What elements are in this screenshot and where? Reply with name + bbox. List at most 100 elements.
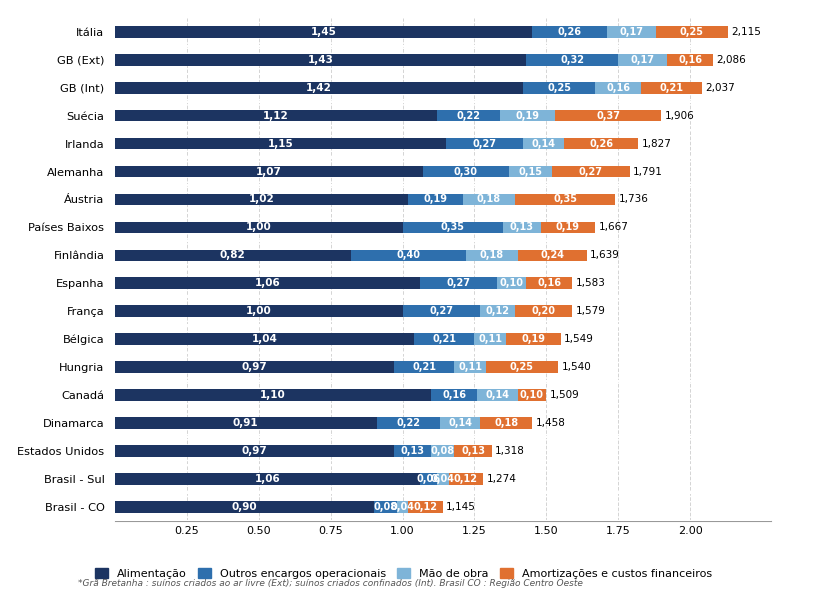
Bar	[526, 54, 618, 66]
Bar	[517, 249, 586, 261]
Text: 0,04: 0,04	[430, 474, 455, 484]
Bar	[351, 249, 465, 261]
Text: 0,19: 0,19	[521, 334, 545, 345]
Text: 1,10: 1,10	[260, 390, 286, 400]
Bar	[115, 417, 376, 429]
Bar	[439, 417, 480, 429]
Text: 0,19: 0,19	[555, 223, 579, 233]
Bar	[503, 221, 540, 233]
Text: 0,12: 0,12	[485, 306, 509, 316]
Text: 0,08: 0,08	[373, 502, 397, 512]
Text: 0,25: 0,25	[679, 27, 703, 37]
Text: 0,25: 0,25	[509, 362, 533, 372]
Text: 1,274: 1,274	[486, 474, 516, 484]
Bar	[115, 445, 393, 457]
Text: 0,14: 0,14	[447, 418, 472, 428]
Bar	[414, 333, 474, 345]
Bar	[115, 278, 419, 289]
Text: 0,21: 0,21	[432, 334, 455, 345]
Text: 1,906: 1,906	[664, 111, 694, 121]
Bar	[509, 166, 551, 178]
Text: 0,10: 0,10	[500, 278, 523, 288]
Bar	[115, 473, 419, 485]
Bar	[465, 249, 517, 261]
Text: 2,037: 2,037	[704, 83, 734, 93]
Text: 0,08: 0,08	[430, 446, 455, 456]
Text: 0,17: 0,17	[630, 54, 654, 65]
Text: 1,00: 1,00	[246, 306, 271, 316]
Text: 1,00: 1,00	[246, 223, 271, 233]
Text: 1,579: 1,579	[575, 306, 605, 316]
Text: 1,639: 1,639	[590, 250, 619, 260]
Text: 1,15: 1,15	[267, 139, 292, 149]
Bar	[115, 221, 402, 233]
Text: 0,26: 0,26	[557, 27, 581, 37]
Text: 0,19: 0,19	[515, 111, 539, 121]
Bar	[115, 166, 422, 178]
Bar	[422, 166, 509, 178]
Text: 0,12: 0,12	[453, 474, 477, 484]
Bar	[618, 54, 667, 66]
Text: 0,16: 0,16	[441, 390, 466, 400]
Text: 0,40: 0,40	[396, 250, 420, 260]
Text: 1,06: 1,06	[254, 278, 280, 288]
Text: 0,37: 0,37	[595, 111, 619, 121]
Bar	[115, 249, 351, 261]
Text: 1,667: 1,667	[598, 223, 628, 233]
Text: 1,45: 1,45	[310, 27, 336, 37]
Text: 0,11: 0,11	[458, 362, 482, 372]
Bar	[595, 82, 640, 94]
Text: 0,10: 0,10	[519, 390, 543, 400]
Text: 0,97: 0,97	[241, 446, 267, 456]
Bar	[606, 26, 655, 38]
Text: 0,27: 0,27	[472, 139, 496, 149]
Bar	[115, 333, 414, 345]
Bar	[486, 361, 557, 373]
Text: 0,12: 0,12	[413, 502, 437, 512]
Bar	[376, 417, 439, 429]
Text: 0,32: 0,32	[559, 54, 584, 65]
Text: 1,827: 1,827	[641, 139, 671, 149]
Text: 0,06: 0,06	[416, 474, 440, 484]
Text: 0,27: 0,27	[429, 306, 453, 316]
Text: 1,458: 1,458	[535, 418, 564, 428]
Bar	[446, 138, 523, 149]
Bar	[393, 361, 454, 373]
Bar	[474, 333, 505, 345]
Text: 1,549: 1,549	[563, 334, 594, 345]
Bar	[431, 445, 454, 457]
Text: 0,25: 0,25	[546, 83, 571, 93]
Bar	[667, 54, 713, 66]
Text: 0,26: 0,26	[588, 139, 613, 149]
Bar	[514, 305, 572, 317]
Bar	[431, 390, 477, 401]
Bar	[640, 82, 701, 94]
Bar	[115, 26, 532, 38]
Text: 0,17: 0,17	[618, 27, 642, 37]
Text: 0,30: 0,30	[453, 166, 477, 176]
Bar	[563, 138, 638, 149]
Bar	[396, 501, 408, 513]
Bar	[408, 194, 463, 205]
Bar	[115, 361, 393, 373]
Text: 0,16: 0,16	[605, 83, 630, 93]
Bar	[526, 278, 572, 289]
Text: 0,21: 0,21	[412, 362, 436, 372]
Text: 0,14: 0,14	[485, 390, 509, 400]
Text: 0,18: 0,18	[476, 194, 500, 204]
Bar	[402, 221, 503, 233]
Bar	[480, 305, 514, 317]
Text: *Grã Bretanha : suínos criados ao ar livre (Ext); suínos criados confinados (Int: *Grã Bretanha : suínos criados ao ar liv…	[78, 579, 582, 588]
Bar	[115, 194, 408, 205]
Text: 0,97: 0,97	[241, 362, 267, 372]
Text: 0,35: 0,35	[552, 194, 577, 204]
Text: 2,115: 2,115	[731, 27, 760, 37]
Bar	[532, 26, 606, 38]
Bar	[419, 278, 497, 289]
Text: 1,07: 1,07	[256, 166, 281, 176]
Bar	[448, 473, 482, 485]
Text: 1,12: 1,12	[263, 111, 288, 121]
Bar	[500, 110, 554, 121]
Text: 0,11: 0,11	[477, 334, 502, 345]
Bar	[523, 82, 595, 94]
